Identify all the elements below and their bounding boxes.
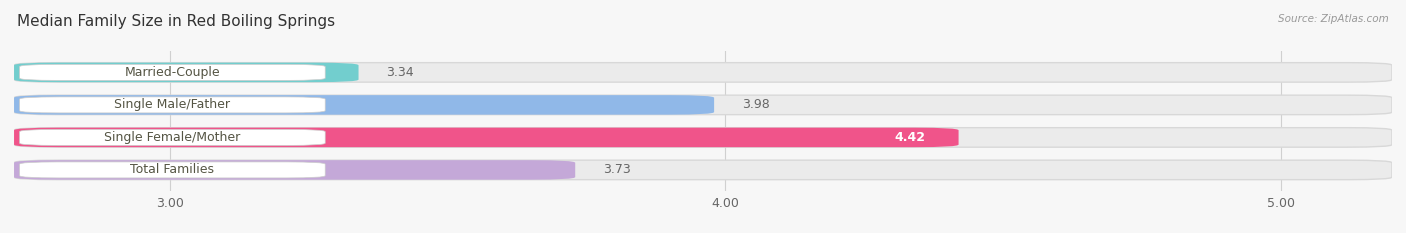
Text: 3.73: 3.73 [603, 163, 631, 176]
FancyBboxPatch shape [20, 162, 325, 178]
Text: 3.34: 3.34 [387, 66, 413, 79]
FancyBboxPatch shape [20, 129, 325, 145]
Text: Source: ZipAtlas.com: Source: ZipAtlas.com [1278, 14, 1389, 24]
Text: 4.42: 4.42 [894, 131, 925, 144]
FancyBboxPatch shape [20, 64, 325, 80]
FancyBboxPatch shape [14, 63, 359, 82]
Text: Total Families: Total Families [131, 163, 214, 176]
FancyBboxPatch shape [14, 95, 714, 115]
FancyBboxPatch shape [14, 160, 1392, 180]
Text: 3.98: 3.98 [742, 98, 769, 111]
FancyBboxPatch shape [14, 128, 959, 147]
FancyBboxPatch shape [14, 63, 1392, 82]
FancyBboxPatch shape [20, 97, 325, 113]
Text: Single Female/Mother: Single Female/Mother [104, 131, 240, 144]
FancyBboxPatch shape [14, 160, 575, 180]
Text: Married-Couple: Married-Couple [125, 66, 221, 79]
FancyBboxPatch shape [14, 95, 1392, 115]
Text: Median Family Size in Red Boiling Springs: Median Family Size in Red Boiling Spring… [17, 14, 335, 29]
FancyBboxPatch shape [14, 128, 1392, 147]
Text: Single Male/Father: Single Male/Father [114, 98, 231, 111]
